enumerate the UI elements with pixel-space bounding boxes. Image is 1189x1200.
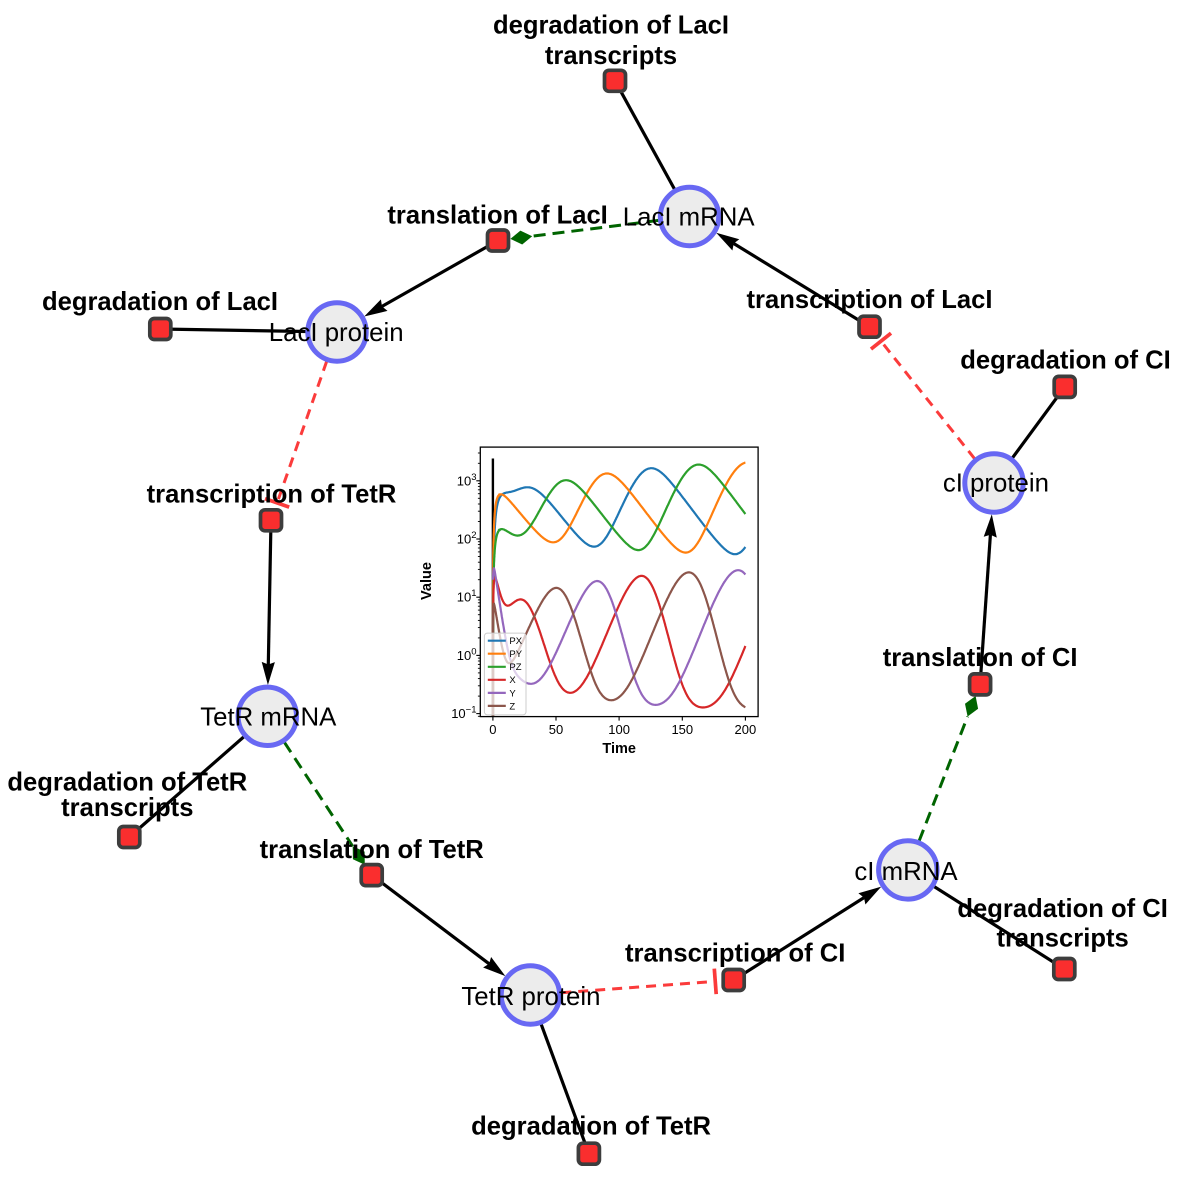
svg-text:TetR mRNA: TetR mRNA [200, 704, 337, 732]
svg-text:transcripts: transcripts [545, 42, 677, 70]
svg-text:100: 100 [608, 722, 630, 737]
svg-text:translation of LacI: translation of LacI [387, 202, 607, 230]
svg-text:cI protein: cI protein [943, 470, 1049, 498]
svg-text:LacI mRNA: LacI mRNA [623, 203, 756, 231]
svg-text:translation of CI: translation of CI [883, 644, 1078, 672]
svg-text:LacI protein: LacI protein [269, 319, 404, 347]
svg-text:transcription of TetR: transcription of TetR [147, 481, 397, 509]
svg-text:transcription of CI: transcription of CI [625, 940, 845, 968]
svg-text:Time: Time [602, 741, 636, 757]
svg-text:cI mRNA: cI mRNA [854, 858, 958, 886]
svg-text:Y: Y [509, 688, 516, 699]
svg-text:X: X [509, 675, 516, 686]
svg-text:PY: PY [509, 649, 522, 660]
svg-text:200: 200 [735, 722, 757, 737]
svg-text:degradation of CI: degradation of CI [960, 346, 1170, 374]
svg-text:0: 0 [489, 722, 496, 737]
svg-text:PX: PX [509, 636, 522, 647]
svg-text:Value: Value [419, 562, 435, 600]
svg-text:transcripts: transcripts [996, 925, 1128, 953]
svg-text:transcription of LacI: transcription of LacI [746, 286, 992, 314]
svg-text:degradation of CI: degradation of CI [957, 895, 1167, 923]
svg-text:PZ: PZ [509, 662, 521, 673]
svg-text:degradation of TetR: degradation of TetR [7, 768, 247, 796]
svg-text:degradation of LacI: degradation of LacI [493, 12, 729, 40]
svg-text:degradation of LacI: degradation of LacI [42, 288, 278, 316]
svg-text:Z: Z [509, 701, 515, 712]
svg-text:150: 150 [671, 722, 693, 737]
svg-text:degradation of TetR: degradation of TetR [471, 1112, 711, 1140]
svg-text:transcripts: transcripts [61, 794, 193, 822]
svg-text:TetR protein: TetR protein [461, 983, 600, 1011]
svg-text:translation of TetR: translation of TetR [260, 836, 484, 864]
svg-text:50: 50 [549, 722, 563, 737]
